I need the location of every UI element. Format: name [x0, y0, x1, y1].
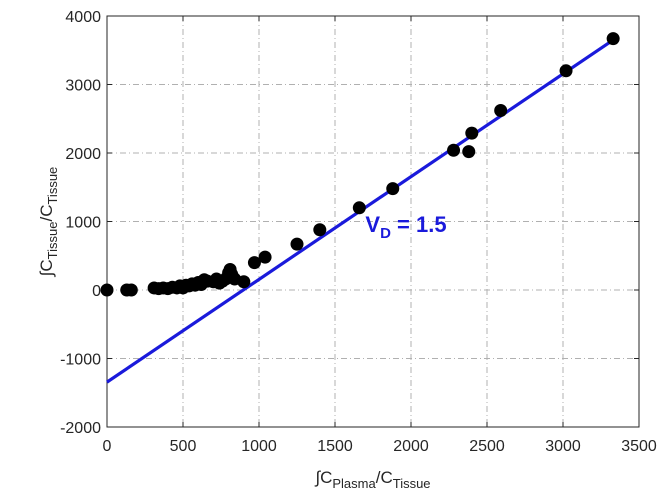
data-point [606, 32, 620, 46]
data-points [100, 32, 620, 297]
data-point [258, 250, 272, 264]
data-point [559, 64, 573, 78]
data-point [462, 145, 476, 159]
data-point [352, 201, 366, 215]
y-tick-label: 4000 [65, 9, 101, 26]
x-tick-label: 0 [103, 438, 112, 455]
x-axis-ticks: 0 500 1000 1500 2000 2500 3000 3500 [103, 16, 657, 455]
data-point [247, 256, 261, 270]
y-tick-label: 2000 [65, 146, 101, 163]
x-tick-label: 500 [170, 438, 197, 455]
x-tick-label: 2000 [393, 438, 429, 455]
data-point [237, 275, 251, 289]
data-point [386, 182, 400, 196]
y-tick-label: -1000 [60, 352, 101, 369]
y-tick-label: 3000 [65, 78, 101, 95]
data-point [465, 126, 479, 140]
x-tick-label: 2500 [469, 438, 505, 455]
data-point [100, 283, 114, 297]
grid-lines [107, 16, 639, 427]
y-axis-ticks: -2000 -1000 0 1000 2000 3000 4000 [60, 9, 639, 437]
data-point [313, 223, 327, 237]
data-point [290, 237, 304, 251]
x-tick-label: 3000 [545, 438, 581, 455]
x-tick-label: 1000 [241, 438, 277, 455]
data-point [494, 104, 508, 118]
x-tick-label: 3500 [621, 438, 657, 455]
data-point [447, 143, 461, 157]
data-point [124, 283, 138, 297]
y-tick-label: -2000 [60, 420, 101, 437]
vd-annotation: VD = 1.5 [365, 212, 446, 242]
x-tick-label: 1500 [317, 438, 353, 455]
x-axis-label: ∫CPlasma/CTissue [314, 468, 430, 491]
y-tick-label: 0 [92, 283, 101, 300]
y-axis-label: ∫CTissue/CTissue [37, 167, 60, 278]
y-tick-label: 1000 [65, 215, 101, 232]
